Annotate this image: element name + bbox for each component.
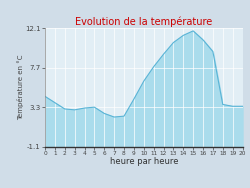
Y-axis label: Température en °C: Température en °C bbox=[17, 55, 24, 120]
X-axis label: heure par heure: heure par heure bbox=[110, 157, 178, 166]
Title: Evolution de la température: Evolution de la température bbox=[75, 17, 212, 27]
